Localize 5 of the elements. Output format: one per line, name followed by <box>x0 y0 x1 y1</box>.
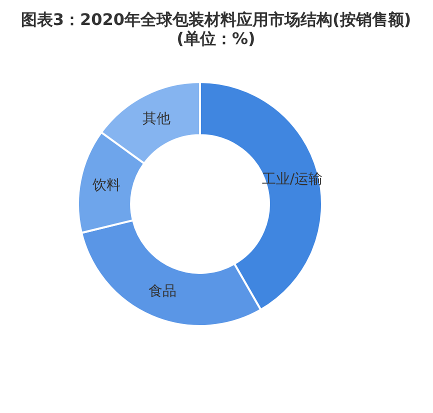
slice-label: 其他 <box>142 110 171 127</box>
slice-label: 食品 <box>148 284 176 300</box>
slice-label: 饮料 <box>91 178 120 194</box>
chart-title: 图表3：2020年全球包装材料应用市场结构(按销售额) <box>20 10 412 29</box>
chart-subtitle: (单位：%) <box>176 29 256 48</box>
